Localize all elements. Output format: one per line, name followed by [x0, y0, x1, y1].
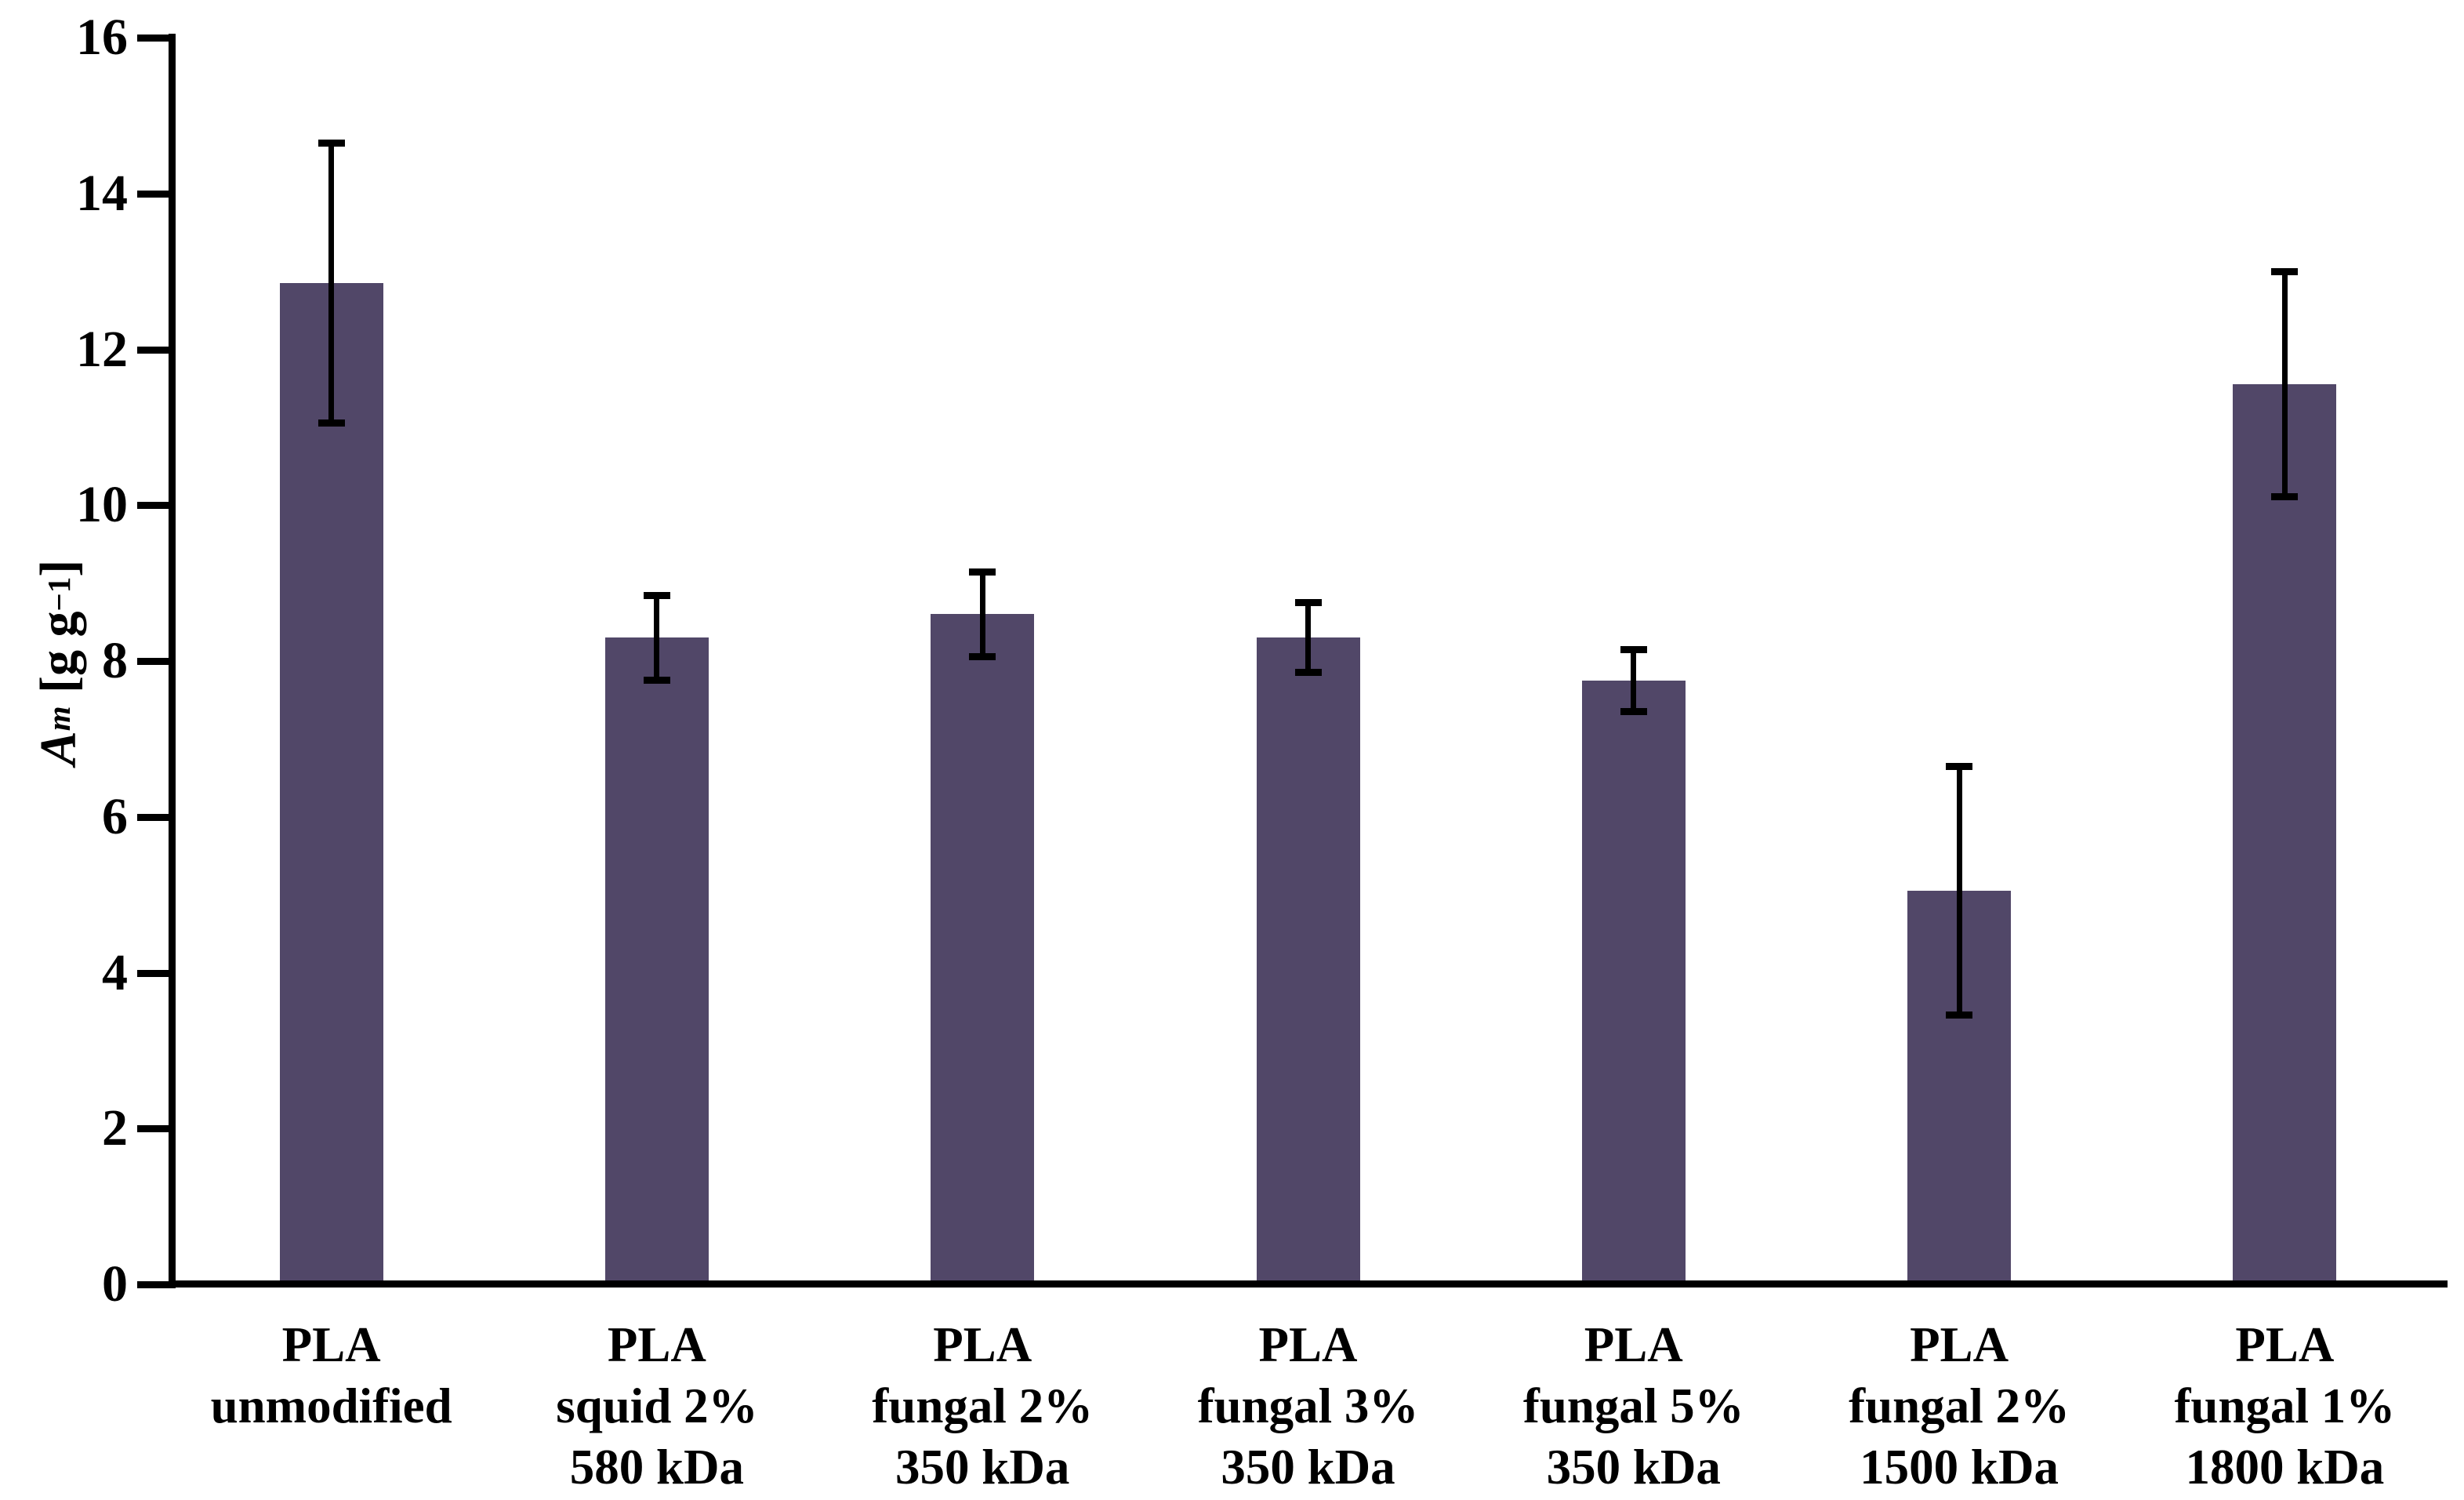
error-bar-cap-bottom [2271, 493, 2299, 501]
error-bar-cap-bottom [1620, 707, 1647, 715]
x-category-label-line: PLA [933, 1317, 1032, 1372]
bar [279, 283, 383, 1284]
error-bar-stem [1956, 766, 1962, 1016]
error-bar-cap-bottom [1946, 1012, 1973, 1019]
x-category-label-line: fungal 2% [1849, 1378, 2070, 1433]
y-tick-label: 2 [102, 1099, 128, 1157]
x-category-label-line: squid 2% [556, 1378, 758, 1433]
x-category-label-line: fungal 1% [2174, 1378, 2396, 1433]
y-tick-label: 4 [102, 943, 128, 1001]
x-category-label-line: fungal 5% [1522, 1378, 1744, 1433]
bar [604, 637, 709, 1284]
y-tick [137, 813, 169, 821]
error-bar-stem [654, 594, 660, 681]
error-bar-cap-bottom [318, 419, 345, 427]
error-bar-cap-top [318, 140, 345, 147]
y-axis-line [169, 34, 176, 1288]
x-category-label-line: 350 kDa [895, 1440, 1070, 1495]
x-category-label: PLA fungal 2% 1500 kDa [1796, 1314, 2121, 1498]
error-bar-cap-bottom [643, 676, 670, 684]
x-category-label: PLA fungal 5% 350 kDa [1471, 1314, 1796, 1498]
x-category-label-line: PLA [1910, 1317, 2009, 1372]
x-category-label-line: 1800 kDa [2185, 1440, 2385, 1495]
x-category-label-line: PLA [1584, 1317, 1683, 1372]
y-tick [137, 1281, 169, 1288]
x-category-label-line: unmodified [210, 1378, 452, 1433]
error-bar-stem [979, 571, 985, 658]
x-category-label-line: 350 kDa [1221, 1440, 1395, 1495]
x-category-label: PLA fungal 1% 1800 kDa [2122, 1314, 2448, 1498]
error-bar-stem [1631, 649, 1637, 712]
bar [2233, 384, 2337, 1284]
x-category-label-line: fungal 3% [1197, 1378, 1419, 1433]
error-bar-stem [1305, 602, 1311, 673]
y-tick [137, 1125, 169, 1133]
x-category-label-line: 580 kDa [569, 1440, 745, 1495]
x-category-label-line: PLA [607, 1317, 706, 1372]
error-bar-cap-bottom [1294, 668, 1322, 676]
error-bar-cap-top [1620, 646, 1647, 654]
x-category-label-line: PLA [2235, 1317, 2335, 1372]
x-category-label: PLA unmodified [169, 1314, 494, 1436]
y-tick-label: 6 [102, 787, 128, 845]
y-tick-label: 14 [76, 164, 128, 222]
y-tick-label: 0 [102, 1255, 128, 1313]
y-tick-label: 12 [76, 320, 128, 378]
x-category-label: PLA fungal 2% 350 kDa [820, 1314, 1145, 1498]
y-tick [137, 969, 169, 977]
error-bar-stem [328, 143, 335, 423]
y-tick [137, 658, 169, 665]
error-bar-cap-top [2271, 268, 2299, 276]
x-axis-line [169, 1280, 2448, 1288]
bar [1581, 680, 1686, 1284]
bar [931, 614, 1035, 1284]
y-tick [137, 502, 169, 510]
error-bar-cap-bottom [969, 653, 996, 661]
error-bar-cap-top [1946, 763, 1973, 771]
error-bar-stem [2281, 271, 2288, 498]
x-category-label-line: fungal 2% [872, 1378, 1094, 1433]
x-category-label-line: PLA [1258, 1317, 1358, 1372]
error-bar-cap-top [1294, 599, 1322, 607]
bar [1256, 637, 1360, 1284]
error-bar-cap-top [969, 568, 996, 576]
y-tick [137, 346, 169, 354]
x-category-label-line: 1500 kDa [1860, 1440, 2059, 1495]
y-tick-label: 10 [76, 476, 128, 534]
y-tick [137, 35, 169, 42]
y-tick-label: 16 [76, 9, 128, 66]
x-category-label: PLA squid 2% 580 kDa [494, 1314, 819, 1498]
x-category-label-line: 350 kDa [1546, 1440, 1721, 1495]
error-bar-cap-top [643, 591, 670, 599]
y-tick-label: 8 [102, 632, 128, 689]
x-category-label-line: PLA [281, 1317, 381, 1372]
x-category-label: PLA fungal 3% 350 kDa [1145, 1314, 1471, 1498]
y-tick [137, 190, 169, 198]
